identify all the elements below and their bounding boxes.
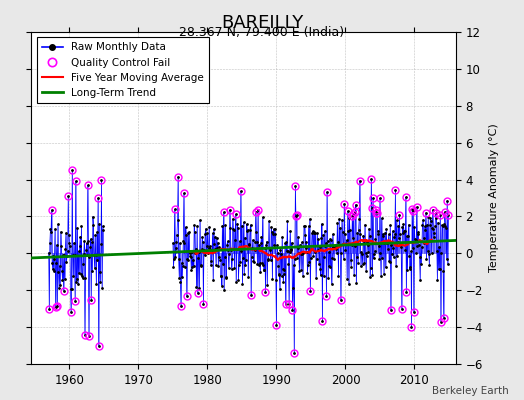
Y-axis label: Temperature Anomaly (°C): Temperature Anomaly (°C) — [488, 124, 498, 272]
Text: BAREILLY: BAREILLY — [221, 14, 303, 32]
Legend: Raw Monthly Data, Quality Control Fail, Five Year Moving Average, Long-Term Tren: Raw Monthly Data, Quality Control Fail, … — [37, 37, 209, 103]
Text: Berkeley Earth: Berkeley Earth — [432, 386, 508, 396]
Text: 28.367 N, 79.400 E (India): 28.367 N, 79.400 E (India) — [179, 26, 345, 39]
